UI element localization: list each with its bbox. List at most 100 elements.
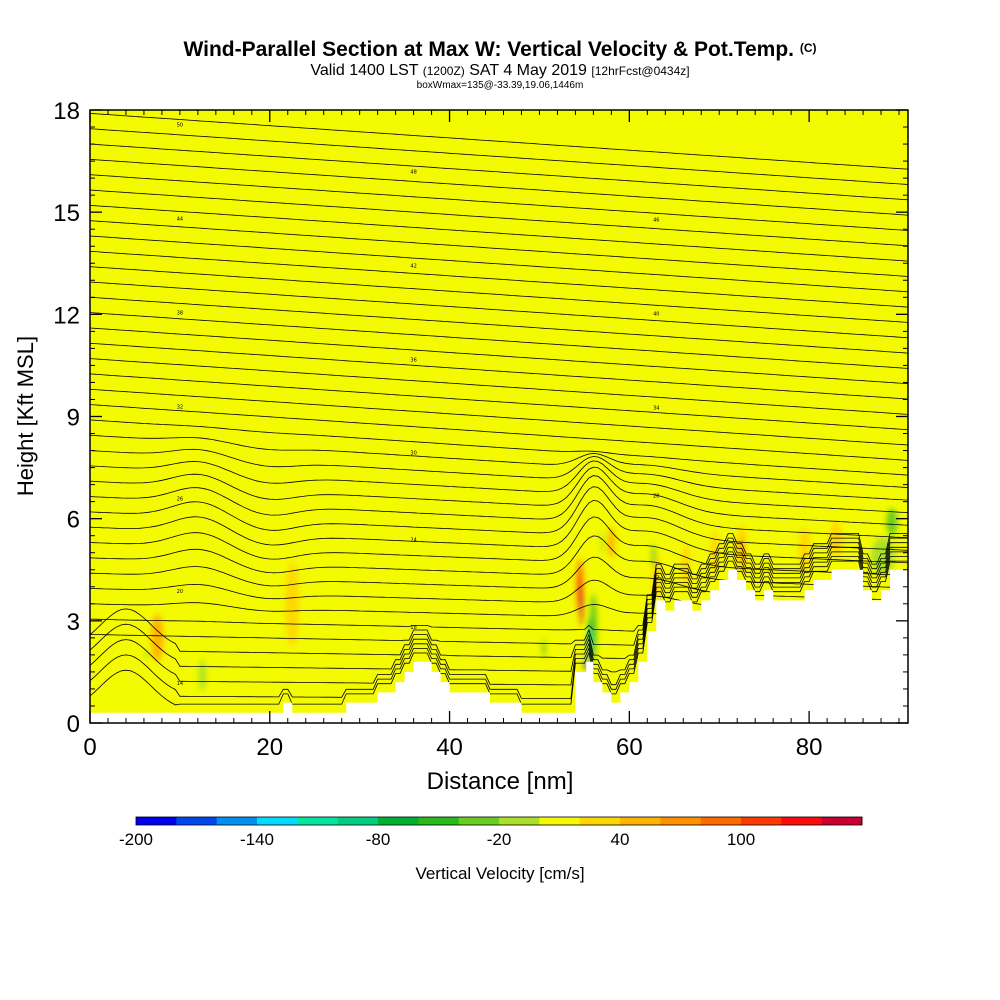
chart-title: Wind-Parallel Section at Max W: Vertical… <box>183 38 817 61</box>
velocity-blob-10 <box>756 127 772 230</box>
contour-label-7: 36 <box>410 358 416 364</box>
velocity-blob-5 <box>384 127 407 230</box>
theta-contour-10 <box>90 535 908 589</box>
copyright-mark: (C) <box>799 41 817 55</box>
velocity-blob-19 <box>398 586 411 655</box>
theta-contour-27 <box>90 296 908 354</box>
velocity-blob-38 <box>651 544 656 569</box>
theta-contour-37 <box>90 143 908 201</box>
contour-label-14: 22 <box>653 576 659 582</box>
contour-label-8: 34 <box>653 405 659 411</box>
colorbar-swatch-6 <box>378 817 419 825</box>
theta-contour-29 <box>90 266 908 323</box>
y-tick-label-1: 3 <box>67 609 80 636</box>
theta-contour-19 <box>90 419 908 476</box>
theta-contour-32 <box>90 220 908 277</box>
colorbar-tick-label-2: -80 <box>366 830 391 849</box>
theta-contour-28 <box>90 281 908 339</box>
theta-contour-15 <box>90 466 908 526</box>
theta-contour-36 <box>90 159 908 216</box>
colorbar: -200 -140 -80 -20 40 100 <box>119 816 863 849</box>
velocity-blob-16 <box>285 561 299 647</box>
y-tick-label-0: 0 <box>67 711 80 738</box>
colorbar-swatch-1 <box>176 817 218 825</box>
velocity-blob-13 <box>151 614 164 662</box>
x-axis-ticks: 0 20 40 60 80 <box>83 110 900 761</box>
theta-contour-22 <box>90 373 908 431</box>
colorbar-swatch-12 <box>620 817 661 825</box>
theta-contour-18 <box>90 434 908 488</box>
theta-contour-labels: 50484644424038363432302826242220181614 <box>177 122 660 687</box>
theta-contour-17 <box>90 448 908 501</box>
velocity-blob-17 <box>318 603 330 672</box>
theta-contour-38 <box>90 128 908 185</box>
velocity-blob-9 <box>692 161 711 332</box>
velocity-blob-14 <box>190 552 206 621</box>
theta-contour-16 <box>90 460 908 514</box>
theta-contour-35 <box>90 174 908 231</box>
contour-label-16: 18 <box>410 625 416 631</box>
theta-contour-39 <box>90 113 908 170</box>
theta-contour-24 <box>90 342 908 400</box>
theta-contours <box>90 113 908 706</box>
colorbar-swatch-2 <box>216 817 258 825</box>
theta-contour-0 <box>90 560 908 706</box>
colorbar-swatch-14 <box>700 817 742 825</box>
contour-label-6: 38 <box>177 310 183 316</box>
theta-contour-6 <box>90 533 908 632</box>
velocity-blob-41 <box>198 659 206 691</box>
chart-subtitle: Valid 1400 LST (1200Z) SAT 4 May 2019 [1… <box>310 62 690 79</box>
velocity-blob-18 <box>354 603 366 672</box>
theta-contour-13 <box>90 486 908 551</box>
colorbar-swatch-3 <box>257 817 298 825</box>
contour-label-3: 44 <box>177 216 183 222</box>
velocity-blob-15 <box>232 603 245 672</box>
colorbar-swatch-13 <box>660 817 702 825</box>
contour-label-15: 20 <box>177 589 183 595</box>
colorbar-swatch-10 <box>539 817 581 825</box>
colorbar-tick-label-3: -20 <box>487 830 512 849</box>
theta-contour-2 <box>90 551 908 686</box>
x-tick-label-4: 80 <box>796 734 823 761</box>
velocity-blob-23 <box>681 544 691 589</box>
theta-contour-14 <box>90 475 908 539</box>
contour-label-2: 46 <box>653 217 659 223</box>
theta-contour-12 <box>90 499 908 564</box>
box-info: boxWmax=135@-33.39,19.06,1446m <box>416 80 584 91</box>
velocity-blob-4 <box>305 144 342 281</box>
velocity-blob-21 <box>507 629 518 681</box>
theta-contour-31 <box>90 235 908 293</box>
colorbar-tick-label-4: 40 <box>611 830 630 849</box>
colorbar-label: Vertical Velocity [cm/s] <box>415 864 585 883</box>
theta-contour-34 <box>90 189 908 247</box>
colorbar-swatch-15 <box>741 817 782 825</box>
colorbar-frame <box>135 816 863 826</box>
colorbar-swatch-7 <box>418 817 460 825</box>
velocity-blob-20 <box>480 646 491 698</box>
theta-contour-20 <box>90 404 908 461</box>
colorbar-swatch-17 <box>821 817 863 825</box>
velocity-blob-40 <box>542 639 546 657</box>
velocity-blob-7 <box>530 144 549 281</box>
contour-label-5: 40 <box>653 311 659 317</box>
y-tick-label-3: 9 <box>67 405 80 432</box>
theta-contour-25 <box>90 327 908 385</box>
velocity-blob-12 <box>118 566 134 642</box>
x-tick-label-2: 40 <box>436 734 463 761</box>
contour-label-9: 32 <box>177 404 183 410</box>
colorbar-swatch-5 <box>337 817 379 825</box>
contour-label-18: 14 <box>177 681 183 687</box>
theta-contour-30 <box>90 250 908 308</box>
velocity-blob-39 <box>601 530 604 555</box>
contour-label-10: 30 <box>410 450 416 456</box>
contour-label-12: 26 <box>177 497 183 503</box>
contour-label-13: 24 <box>410 538 416 544</box>
velocity-blob-26 <box>739 535 744 563</box>
velocity-blob-2 <box>206 110 225 213</box>
x-tick-label-3: 60 <box>616 734 643 761</box>
colorbar-swatch-0 <box>136 817 177 825</box>
colorbar-swatch-16 <box>781 817 823 825</box>
colorbar-swatch-8 <box>458 817 500 825</box>
